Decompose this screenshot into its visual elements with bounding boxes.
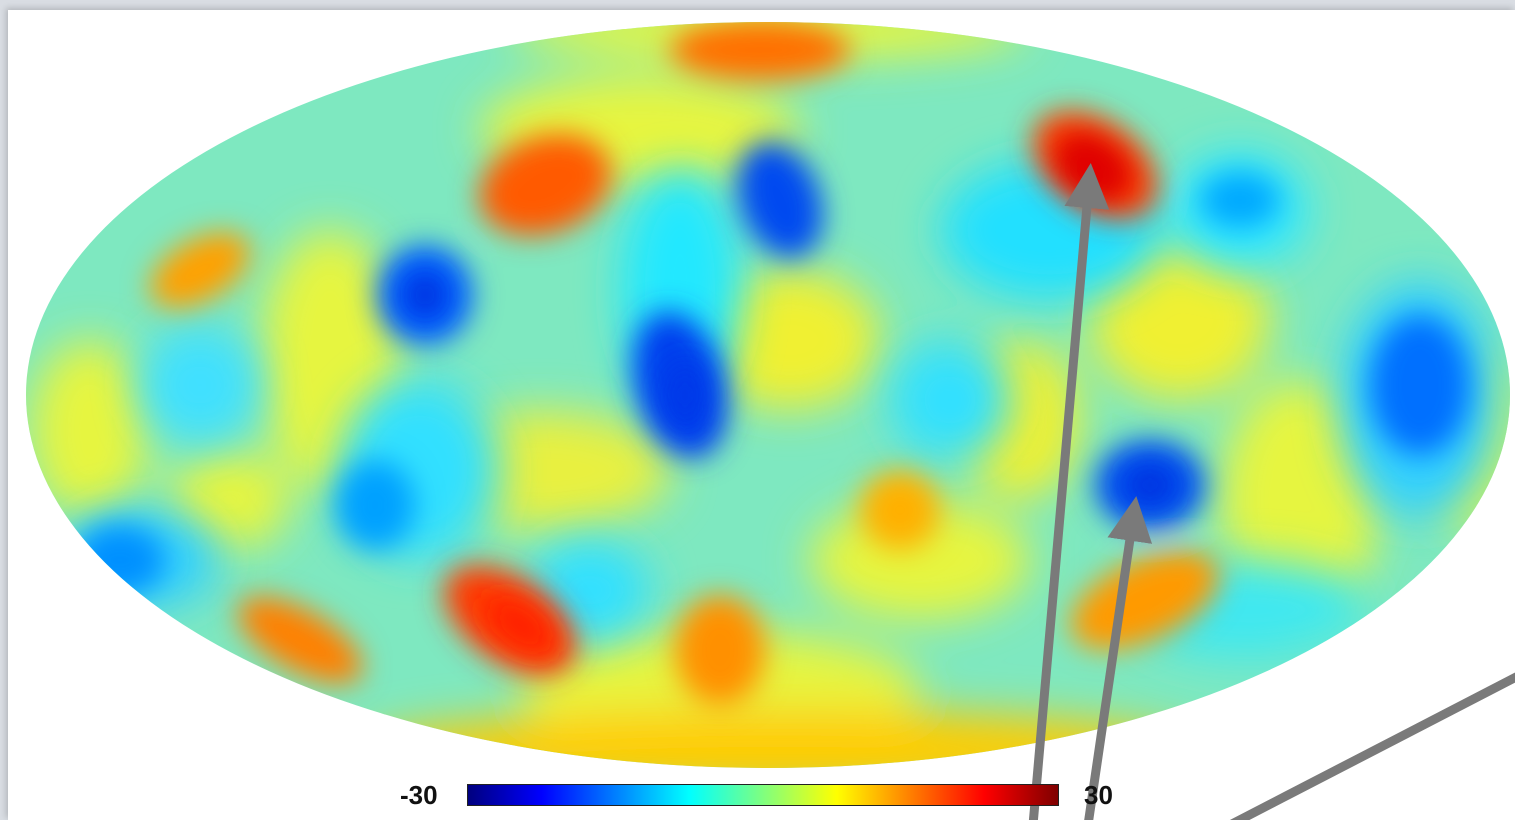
hot-spot — [1070, 550, 1220, 650]
cold-spot — [1200, 172, 1280, 228]
hot-spot — [670, 22, 850, 80]
hot-spot — [237, 596, 363, 684]
arrow-to-hot-spot — [1028, 163, 1110, 820]
colorbar-min-label: -30 — [400, 780, 438, 810]
colorbar-max-label: 30 — [1084, 780, 1113, 810]
hot-spot — [150, 232, 250, 308]
cold-spot — [1370, 315, 1470, 455]
cold-spot — [737, 141, 823, 259]
hot-spot — [675, 595, 765, 705]
cold-spot — [335, 460, 415, 550]
annotation-arrows — [1028, 163, 1515, 820]
hot-spot — [479, 134, 611, 236]
arrow-offscreen — [1229, 672, 1515, 820]
colorbar — [467, 784, 1059, 806]
cold-spot — [75, 525, 165, 595]
intense-cores — [403, 136, 1175, 654]
hot-spot — [860, 470, 940, 550]
arrow-to-cold-spot — [1084, 496, 1153, 820]
